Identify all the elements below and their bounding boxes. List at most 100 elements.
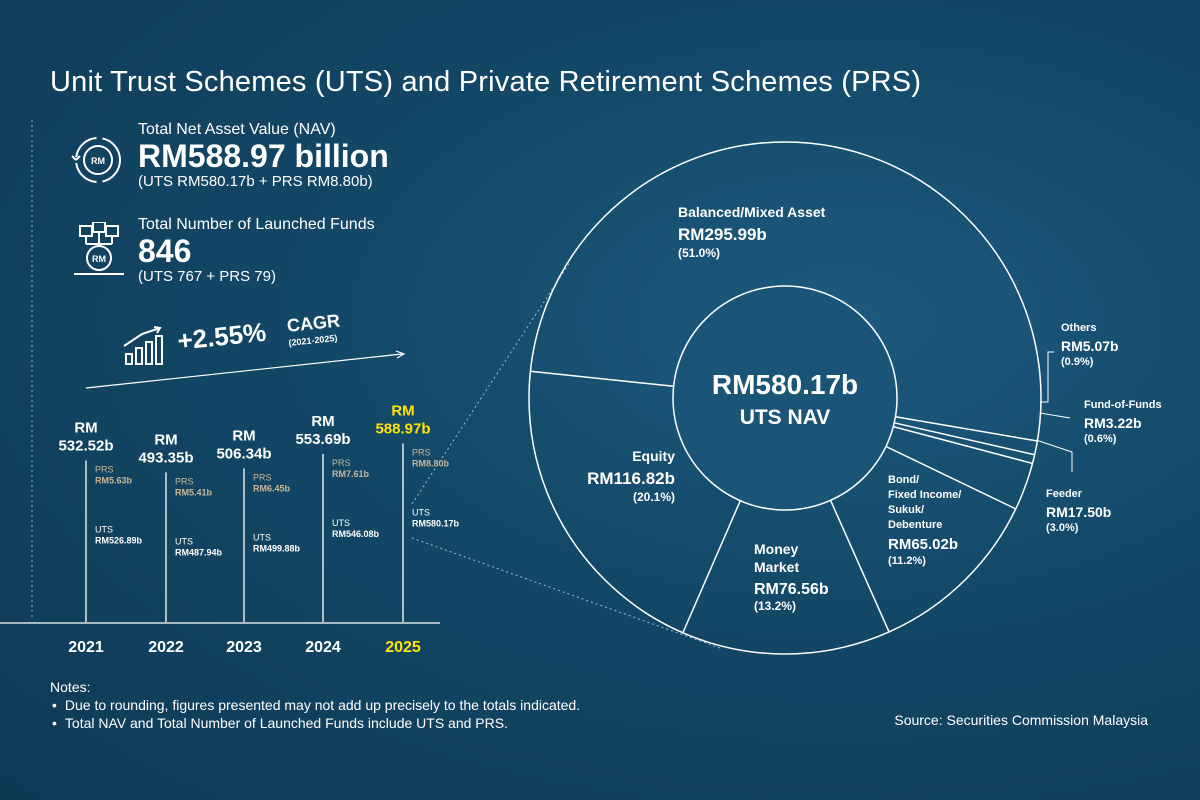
slice-pct-label: (51.0%) <box>678 246 720 260</box>
notes-list: Due to rounding, figures presented may n… <box>50 696 580 732</box>
leader-line <box>1035 439 1073 472</box>
uts-value-label: RM546.08b <box>332 529 380 539</box>
x-tick-label: 2025 <box>385 639 421 656</box>
slice-name-label: Fund-of-Funds <box>1084 399 1162 411</box>
donut-slice-boundary <box>895 416 1038 442</box>
slice-pct-label: (20.1%) <box>633 490 675 504</box>
slice-name-label: Feeder <box>1046 488 1083 500</box>
svg-text:RM: RM <box>92 254 106 264</box>
slice-value-label: RM3.22b <box>1084 415 1142 431</box>
donut-center <box>672 285 898 511</box>
bar-total-label: 553.69b <box>295 431 350 448</box>
growth-chart-icon <box>123 326 163 365</box>
notes: Notes: Due to rounding, figures presente… <box>50 678 580 732</box>
nav-label: Total Net Asset Value (NAV) <box>138 121 336 138</box>
bar-total-label: RM <box>311 413 334 430</box>
uts-series-label: UTS <box>253 532 271 542</box>
source-text: Source: Securities Commission Malaysia <box>894 712 1148 728</box>
x-tick-label: 2023 <box>226 639 262 656</box>
bar-total-label: RM <box>154 431 177 448</box>
donut-slice-boundary <box>894 422 1035 456</box>
slice-name-label: Money <box>754 541 799 557</box>
uts-value-label: RM487.94b <box>175 547 223 557</box>
slice-pct-label: (3.0%) <box>1046 522 1079 534</box>
x-tick-label: 2024 <box>305 639 341 656</box>
slice-name-label: Equity <box>632 448 675 464</box>
prs-value-label: RM8.80b <box>412 458 450 468</box>
prs-value-label: RM5.41b <box>175 487 213 497</box>
svg-text:RM: RM <box>91 156 105 166</box>
donut-center-label: UTS NAV <box>740 406 831 429</box>
uts-value-label: RM499.88b <box>253 543 301 553</box>
nav-stat: Total Net Asset Value (NAV) RM588.97 bil… <box>138 121 389 190</box>
donut-center-value: RM580.17b <box>712 369 858 400</box>
connector-bottom <box>411 537 721 649</box>
prs-value-label: RM7.61b <box>332 469 370 479</box>
bar-chart: 2021RM532.52bPRSRM5.63bUTSRM526.89b2022R… <box>58 402 459 656</box>
slice-value-label: RM116.82b <box>587 469 675 488</box>
note-item: Total NAV and Total Number of Launched F… <box>50 714 580 732</box>
prs-series-label: PRS <box>332 458 351 468</box>
slice-value-label: RM65.02b <box>888 536 958 553</box>
slice-value-label: RM5.07b <box>1061 338 1119 354</box>
donut-slice-boundary <box>682 500 742 634</box>
funds-label: Total Number of Launched Funds <box>138 216 375 233</box>
slice-pct-label: (13.2%) <box>754 599 796 613</box>
slice-name-label: Fixed Income/ <box>888 489 961 501</box>
funds-breakdown: (UTS 767 + PRS 79) <box>138 268 276 285</box>
prs-series-label: PRS <box>95 464 114 474</box>
donut-chart: RM580.17b UTS NAV Balanced/Mixed Asset RM29… <box>528 141 1162 655</box>
x-tick-label: 2021 <box>68 639 104 656</box>
prs-series-label: PRS <box>412 447 431 457</box>
donut-slice-boundary <box>893 425 1033 465</box>
slice-name-label: Others <box>1061 322 1096 334</box>
donut-slice-boundary <box>829 500 890 633</box>
donut-slice-boundary <box>885 445 1017 510</box>
prs-series-label: PRS <box>253 472 272 482</box>
leader-line <box>1039 412 1071 419</box>
nav-breakdown: (UTS RM580.17b + PRS RM8.80b) <box>138 173 373 190</box>
uts-series-label: UTS <box>412 507 430 517</box>
x-tick-label: 2022 <box>148 639 184 656</box>
donut-slice-boundary <box>530 370 674 388</box>
slice-pct-label: (11.2%) <box>888 555 926 567</box>
bar-total-label: 506.34b <box>216 445 271 462</box>
uts-value-label: RM526.89b <box>95 535 143 545</box>
bar-total-label: 532.52b <box>58 437 113 454</box>
bar-total-label: RM <box>232 427 255 444</box>
slice-name-label: Balanced/Mixed Asset <box>678 204 826 220</box>
uts-series-label: UTS <box>175 536 193 546</box>
nav-chart-icon: RM <box>71 137 121 183</box>
connector-top <box>411 261 571 505</box>
slice-value-label: RM295.99b <box>678 225 767 244</box>
uts-series-label: UTS <box>332 518 350 528</box>
cagr-arrowhead <box>395 350 406 359</box>
prs-value-label: RM5.63b <box>95 475 133 485</box>
bar-total-label: RM <box>74 419 97 436</box>
slice-pct-label: (0.9%) <box>1061 356 1094 368</box>
uts-value-label: RM580.17b <box>412 518 460 528</box>
leader-line <box>1040 351 1054 403</box>
slice-name-label: Debenture <box>888 519 942 531</box>
funds-value: 846 <box>138 233 192 269</box>
slice-value-label: RM76.56b <box>754 581 829 598</box>
nav-value: RM588.97 billion <box>138 138 389 174</box>
funds-stat: Total Number of Launched Funds 846 (UTS … <box>138 216 375 285</box>
slice-name-label: Market <box>754 559 799 575</box>
donut-outer-ring <box>528 141 1042 655</box>
slice-name-label: Bond/ <box>888 474 919 486</box>
bar-total-label: 588.97b <box>375 420 430 437</box>
slice-value-label: RM17.50b <box>1046 504 1111 520</box>
page-title: Unit Trust Schemes (UTS) and Private Ret… <box>50 66 922 98</box>
note-item: Due to rounding, figures presented may n… <box>50 696 580 714</box>
notes-heading: Notes: <box>50 679 91 695</box>
funds-network-icon: RM <box>74 222 124 275</box>
slice-pct-label: (0.6%) <box>1084 433 1117 445</box>
prs-series-label: PRS <box>175 476 194 486</box>
prs-value-label: RM6.45b <box>253 483 291 493</box>
bar-total-label: 493.35b <box>138 449 193 466</box>
slice-name-label: Sukuk/ <box>888 504 924 516</box>
cagr-arrow <box>85 353 403 389</box>
uts-series-label: UTS <box>95 524 113 534</box>
